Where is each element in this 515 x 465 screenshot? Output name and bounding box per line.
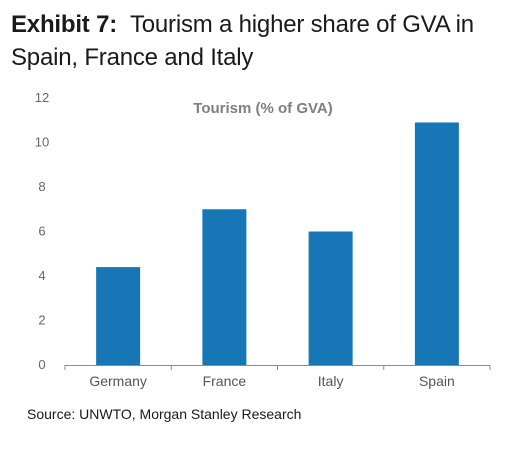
x-tick-label: Germany [89,373,147,389]
headline-text: Tourism a higher share of GVA in Spain, … [11,11,474,71]
y-tick-label: 2 [38,313,45,328]
bar-italy [308,231,353,365]
y-tick-label: 12 [35,90,49,105]
x-tick-label: France [203,373,247,389]
bar-chart: 0 2 4 6 8 10 12 Tourism (% of GVA) Germany France… [35,90,491,389]
page-title: Exhibit 7: Tourism a higher share of GVA… [11,8,506,74]
y-tick-label: 4 [38,268,45,283]
chart: 0 2 4 6 8 10 12 Tourism (% of GVA) Germany France… [0,80,515,402]
exhibit-label: Exhibit 7: [11,11,118,38]
x-tick-label: Spain [419,373,455,389]
chart-title: Tourism (% of GVA) [193,100,332,117]
y-tick-label: 0 [38,357,45,372]
bar-france [202,209,247,365]
bar-germany [96,267,141,365]
y-tick-label: 8 [38,179,45,194]
y-tick-label: 6 [38,224,45,239]
source-note: Source: UNWTO, Morgan Stanley Research [27,406,302,422]
x-tick-label: Italy [318,373,344,389]
bar-spain [414,122,459,365]
y-tick-label: 10 [35,135,49,150]
